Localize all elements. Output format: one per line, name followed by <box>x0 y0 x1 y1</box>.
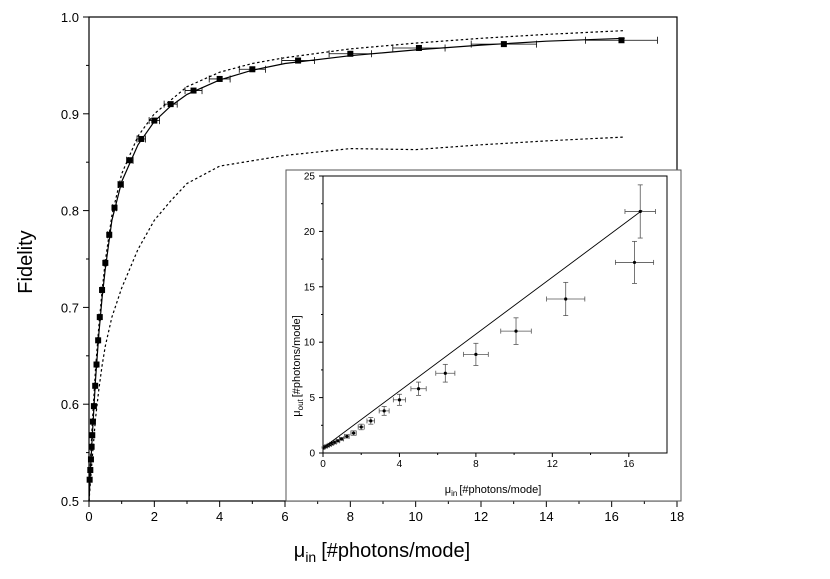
inset-x-tick-label: 16 <box>623 459 635 470</box>
main-dotted-curve <box>88 136 625 502</box>
inset-y-tick-label: 10 <box>304 338 316 349</box>
inset-x-tick-label: 12 <box>547 459 559 470</box>
main-x-tick-label: 10 <box>408 509 422 524</box>
inset-x-tick-label: 4 <box>397 459 403 470</box>
main-axis-ticks: 0 2 4 6 8 10 12 14 16 18 0.5 0.6 0.7 0.8 0.9 1.0 <box>61 10 684 524</box>
main-data-point <box>167 101 174 108</box>
main-y-tick-label: 1.0 <box>61 10 79 25</box>
main-x-tick-label: 8 <box>347 509 354 524</box>
main-y-tick-label: 0.7 <box>61 300 79 315</box>
main-x-axis-symbol: μ <box>294 540 306 562</box>
inset-data-point <box>369 419 373 423</box>
inset-solid-curve <box>322 209 643 449</box>
inset-y-axis-title: μout[#photons/mode] <box>291 315 305 416</box>
main-data-point <box>126 157 133 164</box>
inset-y-axis-unit: [#photons/mode] <box>291 315 303 397</box>
inset-y-tick-label: 0 <box>309 449 315 460</box>
inset-x-axis-unit: [#photons/mode] <box>459 484 541 496</box>
main-data-point <box>415 44 422 51</box>
inset-data-point <box>514 329 518 333</box>
inset-y-tick-label: 5 <box>309 393 315 404</box>
inset-x-axis-title: μin [#photons/mode] <box>445 484 542 498</box>
inset-data-point <box>443 371 447 375</box>
inset-y-axis-subscript: out <box>296 398 305 410</box>
main-x-tick-label: 4 <box>216 509 223 524</box>
main-y-tick-label: 0.8 <box>61 204 79 219</box>
main-x-tick-label: 18 <box>670 509 684 524</box>
main-x-tick-label: 14 <box>539 509 553 524</box>
inset-y-tick-label: 20 <box>304 227 316 238</box>
main-solid-curve <box>88 37 625 502</box>
inset-data-point <box>339 437 344 441</box>
main-data-point <box>618 37 625 44</box>
inset-y-tick-label: 15 <box>304 282 316 293</box>
inset-data-point <box>397 398 402 402</box>
main-data-point <box>190 87 197 94</box>
inset-plot-marks <box>321 184 656 450</box>
main-data-point <box>216 75 223 82</box>
inset-y-axis-symbol: μ <box>291 410 303 416</box>
inset-data-point <box>336 439 340 443</box>
inset-data-point <box>351 431 356 435</box>
main-data-point <box>102 259 109 266</box>
main-x-tick-label: 12 <box>474 509 488 524</box>
main-x-axis-subscript: in <box>305 549 316 565</box>
main-data-point <box>249 66 256 73</box>
main-x-tick-label: 16 <box>604 509 618 524</box>
main-y-tick-label: 0.5 <box>61 494 79 509</box>
inset-data-point <box>359 425 363 429</box>
main-data-point <box>151 117 158 124</box>
main-x-tick-label: 6 <box>281 509 288 524</box>
main-y-tick-label: 0.9 <box>61 107 79 122</box>
inset-data-point <box>416 387 421 391</box>
inset-x-tick-label: 8 <box>473 459 479 470</box>
main-x-axis-unit: [#photons/mode] <box>321 540 470 562</box>
inset-data-point <box>333 440 337 444</box>
inset-x-axis-symbol: μ <box>445 484 451 496</box>
inset-y-tick-label: 25 <box>304 172 316 183</box>
main-x-axis-title: μin [#photons/mode] <box>294 540 470 565</box>
inset-x-tick-label: 0 <box>320 459 326 470</box>
main-data-point <box>138 135 145 142</box>
inset-x-axis-subscript: in <box>451 489 457 498</box>
main-data-point <box>295 57 302 64</box>
main-x-tick-label: 0 <box>85 509 92 524</box>
inset-data-point <box>474 352 478 356</box>
inset-data-point <box>632 260 637 265</box>
main-x-tick-label: 2 <box>151 509 158 524</box>
inset-data-point <box>382 409 386 413</box>
inset-panel <box>285 169 682 502</box>
inset-axis-ticks: 0 4 8 12 16 0 5 10 15 20 25 <box>304 172 635 471</box>
main-plot: 0 2 4 6 8 10 12 14 16 18 0.5 0.6 0.7 0.8 0.9 1.0 Fideli… <box>15 10 684 565</box>
inset-data-point <box>564 297 568 301</box>
main-y-axis-title: Fidelity <box>15 230 37 293</box>
inset-data-point <box>345 434 349 438</box>
main-plot-marks <box>86 30 658 502</box>
main-data-point <box>347 50 354 57</box>
main-y-tick-label: 0.6 <box>61 397 79 412</box>
